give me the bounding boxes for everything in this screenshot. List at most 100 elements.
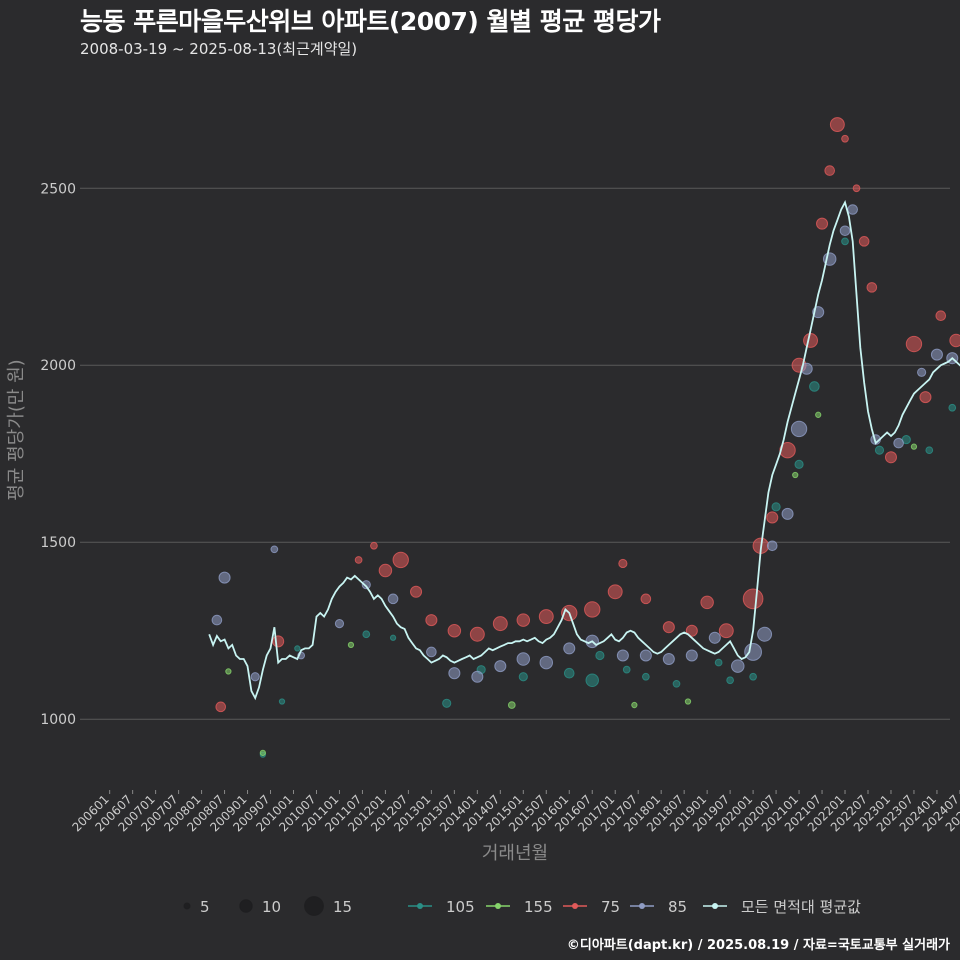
point-85 <box>917 367 927 377</box>
point-85 <box>471 670 484 683</box>
point-105 <box>874 445 885 455</box>
point-85 <box>426 646 437 658</box>
y-tick-label: 2000 <box>40 358 76 374</box>
point-105 <box>672 679 681 688</box>
point-85 <box>563 642 576 655</box>
point-75 <box>392 551 409 569</box>
point-105 <box>595 650 605 661</box>
point-75 <box>662 621 675 634</box>
x-tick-labels: 2006012006072007012007072008012008072009… <box>69 790 960 835</box>
legend-label: 75 <box>601 898 620 916</box>
point-75 <box>866 282 878 293</box>
point-75 <box>766 511 779 524</box>
legend-label: 모든 면적대 평균값 <box>741 898 861 916</box>
credit-text: ©디아파트(dapt.kr) / 2025.08.19 / 자료=국토교통부 실… <box>566 938 950 953</box>
point-75 <box>779 442 796 459</box>
point-75 <box>516 613 531 627</box>
y-tick-label: 1500 <box>40 535 76 551</box>
point-85 <box>731 659 745 673</box>
point-85 <box>270 545 279 554</box>
point-85 <box>662 653 675 666</box>
point-105 <box>278 698 286 705</box>
legend-size-dot <box>304 896 324 916</box>
legend-marker <box>572 903 578 909</box>
point-75 <box>905 335 923 353</box>
point-105 <box>925 446 934 455</box>
point-75 <box>354 556 363 564</box>
point-75 <box>884 451 897 464</box>
legend: 5 10 15 105 155 75 85 모든 면적대 평균값 <box>183 896 861 916</box>
point-85 <box>361 580 371 590</box>
x-axis-label: 거래년월 <box>482 843 548 864</box>
point-85 <box>930 348 943 361</box>
point-105 <box>749 672 757 681</box>
point-75 <box>492 616 508 632</box>
point-85 <box>781 507 794 520</box>
point-75 <box>718 623 734 639</box>
legend-marker <box>495 903 501 909</box>
point-85 <box>250 672 260 682</box>
point-105 <box>771 502 781 512</box>
point-155 <box>792 471 799 479</box>
point-105 <box>442 698 452 708</box>
point-105 <box>563 667 575 679</box>
y-tick-label: 1000 <box>40 712 76 728</box>
legend-label: 85 <box>668 898 687 916</box>
chart-title: 능동 푸른마을두산위브 아파트(2007) 월별 평균 평당가 <box>80 7 661 36</box>
point-105 <box>585 673 599 688</box>
legend-size-label: 15 <box>333 898 352 916</box>
point-75 <box>824 165 836 176</box>
point-105 <box>642 672 650 681</box>
legend-marker <box>712 903 718 909</box>
point-75 <box>272 635 285 648</box>
point-85 <box>708 631 721 644</box>
point-105 <box>622 665 631 674</box>
point-85 <box>847 204 858 215</box>
point-75 <box>378 563 393 578</box>
point-155 <box>259 749 266 756</box>
point-75 <box>852 184 861 193</box>
point-155 <box>910 443 918 450</box>
point-155 <box>815 411 822 418</box>
point-105 <box>726 676 734 685</box>
y-tick-labels: 1000 1500 2000 2500 <box>40 181 76 728</box>
average-line <box>208 199 960 701</box>
point-75 <box>410 585 423 598</box>
point-75 <box>949 333 960 348</box>
legend-marker <box>639 903 645 909</box>
chart-subtitle: 2008-03-19 ~ 2025-08-13(최근계약일) <box>80 40 358 58</box>
point-75 <box>618 558 628 569</box>
point-75 <box>469 626 485 642</box>
point-85 <box>211 614 223 626</box>
point-105 <box>948 403 957 412</box>
point-105 <box>362 630 371 639</box>
point-85 <box>616 649 629 662</box>
scatter-points <box>211 117 960 758</box>
point-85 <box>790 420 808 438</box>
point-75 <box>829 117 845 133</box>
legend-marker <box>417 903 423 909</box>
legend-label: 105 <box>446 898 475 916</box>
point-85 <box>387 593 399 605</box>
point-105 <box>794 459 804 469</box>
point-75 <box>425 614 438 627</box>
point-75 <box>640 593 652 605</box>
point-75 <box>685 624 698 637</box>
point-85 <box>757 626 773 642</box>
point-105 <box>294 645 301 652</box>
point-85 <box>639 649 652 662</box>
point-75 <box>447 623 462 638</box>
point-75 <box>816 217 829 230</box>
legend-label: 155 <box>524 898 553 916</box>
point-105 <box>518 672 528 682</box>
point-105 <box>841 237 849 246</box>
legend-size-label: 5 <box>200 898 210 916</box>
point-85 <box>516 652 531 666</box>
point-75 <box>370 541 378 550</box>
point-105 <box>809 381 820 392</box>
point-85 <box>766 540 778 552</box>
point-85 <box>494 660 507 673</box>
point-75 <box>841 134 849 143</box>
point-75 <box>607 584 623 600</box>
